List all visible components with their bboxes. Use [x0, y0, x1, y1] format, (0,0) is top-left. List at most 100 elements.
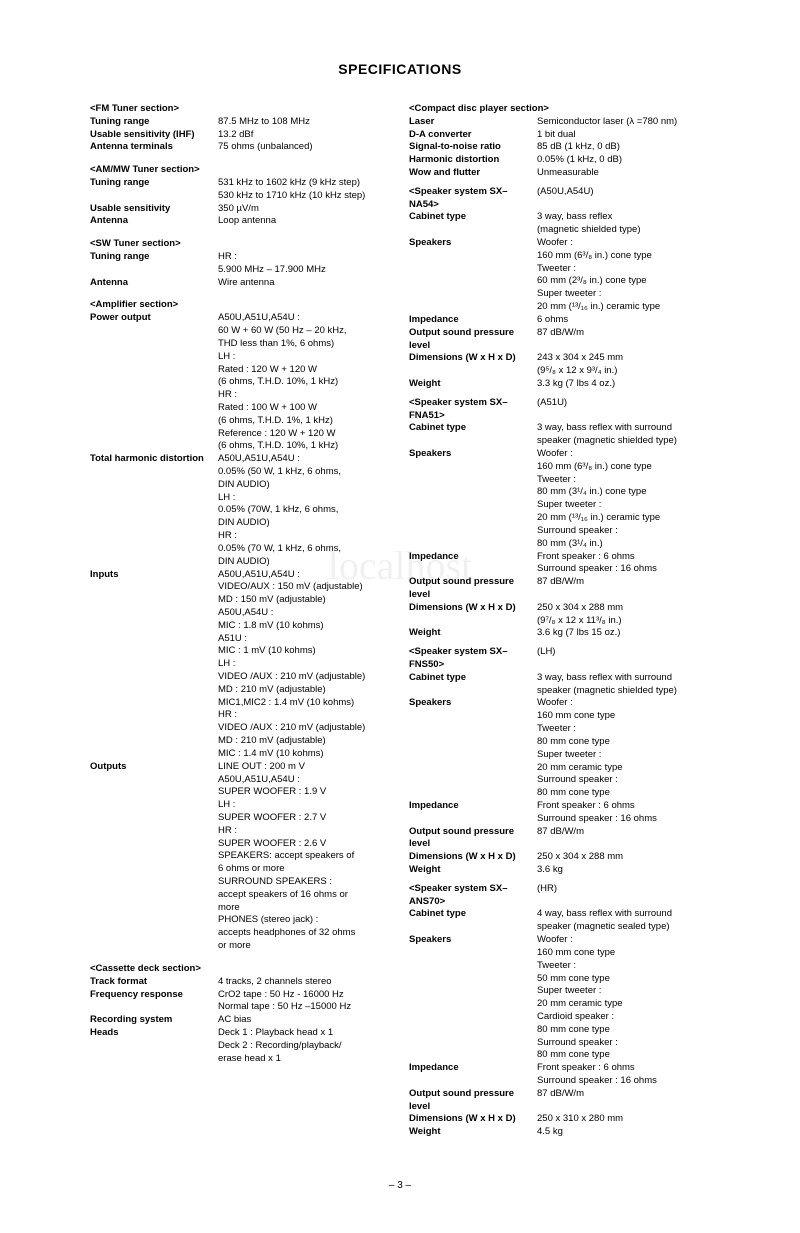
spec-value: LH :: [218, 799, 391, 812]
spec-value: speaker (magnetic sealed type): [537, 921, 710, 934]
spec-value: 20 mm (¹³/₁₆ in.) ceramic type: [537, 301, 710, 314]
spec-label: [409, 921, 537, 934]
spec-label: [409, 736, 537, 749]
spec-row: VIDEO /AUX : 210 mV (adjustable): [90, 671, 391, 684]
spec-value: Deck 1 : Playback head x 1: [218, 1027, 391, 1040]
spec-label: [409, 774, 537, 787]
spec-value: Reference : 120 W + 120 W: [218, 428, 391, 441]
spec-row: SUPER WOOFER : 1.9 V: [90, 786, 391, 799]
spec-value: LH :: [218, 351, 391, 364]
spec-value: 87 dB/W/m: [537, 1088, 710, 1114]
spec-label: [409, 1037, 537, 1050]
spec-row: LH :: [90, 492, 391, 505]
spec-label: D-A converter: [409, 129, 537, 142]
spec-row: 80 mm cone type: [409, 787, 710, 800]
spec-value: A50U,A51U,A54U :: [218, 312, 391, 325]
spec-label: Dimensions (W x H x D): [409, 602, 537, 615]
spec-label: [90, 530, 218, 543]
spec-value: speaker (magnetic shielded type): [537, 685, 710, 698]
spec-row: 530 kHz to 1710 kHz (10 kHz step): [90, 190, 391, 203]
spec-label: Antenna: [90, 277, 218, 290]
spec-label: [90, 722, 218, 735]
spec-label: [90, 645, 218, 658]
spec-row: LaserSemiconductor laser (λ =780 nm): [409, 116, 710, 129]
spec-label: [90, 671, 218, 684]
spec-row: MD : 210 mV (adjustable): [90, 735, 391, 748]
spec-value: 0.05% (1 kHz, 0 dB): [537, 154, 710, 167]
spec-row: ImpedanceFront speaker : 6 ohms: [409, 551, 710, 564]
spec-row: AntennaLoop antenna: [90, 215, 391, 228]
spec-row: Cardioid speaker :: [409, 1011, 710, 1024]
spec-label: [90, 825, 218, 838]
spec-label: [90, 838, 218, 851]
spec-label: [90, 1001, 218, 1014]
spec-label: [409, 1011, 537, 1024]
spec-label: [90, 850, 218, 863]
spec-row: Tweeter :: [409, 960, 710, 973]
spec-value: (LH): [537, 646, 710, 672]
spec-value: 530 kHz to 1710 kHz (10 kHz step): [218, 190, 391, 203]
spec-label: Outputs: [90, 761, 218, 774]
spec-row: Super tweeter :: [409, 749, 710, 762]
spec-label: [409, 947, 537, 960]
spec-row: (6 ohms, T.H.D. 1%, 1 kHz): [90, 415, 391, 428]
spec-value: HR :: [218, 389, 391, 402]
spec-label: Weight: [409, 627, 537, 640]
spec-value: Super tweeter :: [537, 499, 710, 512]
spec-label: Dimensions (W x H x D): [409, 1113, 537, 1126]
spec-label: [409, 960, 537, 973]
spec-label: [409, 275, 537, 288]
spec-row: 20 mm ceramic type: [409, 998, 710, 1011]
spec-value: (9⁷/₈ x 12 x 11³/₈ in.): [537, 615, 710, 628]
spec-label: Impedance: [409, 1062, 537, 1075]
spec-value: (HR): [537, 883, 710, 909]
spec-row: SpeakersWoofer :: [409, 237, 710, 250]
spec-value: (6 ohms, T.H.D. 10%, 1 kHz): [218, 440, 391, 453]
spec-label: Output sound pressure level: [409, 1088, 537, 1114]
spec-value: SUPER WOOFER : 1.9 V: [218, 786, 391, 799]
spec-label: [90, 264, 218, 277]
spec-value: 160 mm cone type: [537, 710, 710, 723]
spec-value: 4 tracks, 2 channels stereo: [218, 976, 391, 989]
spec-label: [90, 799, 218, 812]
spec-label: [90, 190, 218, 203]
spec-label: [409, 250, 537, 263]
spec-value: 160 mm (6³/₈ in.) cone type: [537, 461, 710, 474]
spec-label: [90, 902, 218, 915]
spec-label: Cabinet type: [409, 422, 537, 435]
spec-label: Antenna: [90, 215, 218, 228]
spec-row: Output sound pressure level87 dB/W/m: [409, 826, 710, 852]
spec-value: 3.3 kg (7 lbs 4 oz.): [537, 378, 710, 391]
spec-label: Inputs: [90, 569, 218, 582]
spec-row: <Speaker system SX–ANS70>(HR): [409, 883, 710, 909]
spec-row: 20 mm ceramic type: [409, 762, 710, 775]
spec-label: Track format: [90, 976, 218, 989]
spec-row: speaker (magnetic sealed type): [409, 921, 710, 934]
spec-value: THD less than 1%, 6 ohms): [218, 338, 391, 351]
spec-label: [90, 556, 218, 569]
spec-value: 60 mm (2³/₈ in.) cone type: [537, 275, 710, 288]
spec-label: Laser: [409, 116, 537, 129]
spec-value: HR :: [218, 530, 391, 543]
spec-row: SUPER WOOFER : 2.6 V: [90, 838, 391, 851]
spec-columns: <FM Tuner section>Tuning range87.5 MHz t…: [90, 99, 710, 1139]
spec-value: 1 bit dual: [537, 129, 710, 142]
spec-value: Semiconductor laser (λ =780 nm): [537, 116, 710, 129]
spec-label: [90, 697, 218, 710]
spec-label: Signal-to-noise ratio: [409, 141, 537, 154]
spec-label: Cabinet type: [409, 672, 537, 685]
spec-value: (9⁵/₈ x 12 x 9³/₄ in.): [537, 365, 710, 378]
spec-label: Speakers: [409, 237, 537, 250]
spec-label: [90, 581, 218, 594]
spec-row: ImpedanceFront speaker : 6 ohms: [409, 1062, 710, 1075]
spec-value: MIC1,MIC2 : 1.4 mV (10 kohms): [218, 697, 391, 710]
spec-label: [409, 973, 537, 986]
spec-value: 3.6 kg (7 lbs 15 oz.): [537, 627, 710, 640]
spec-label: [90, 351, 218, 364]
spec-value: DIN AUDIO): [218, 556, 391, 569]
section-header: <SW Tuner section>: [90, 238, 391, 251]
spec-value: PHONES (stereo jack) :: [218, 914, 391, 927]
spec-label: [90, 633, 218, 646]
spec-label: [90, 658, 218, 671]
spec-row: Recording systemAC bias: [90, 1014, 391, 1027]
